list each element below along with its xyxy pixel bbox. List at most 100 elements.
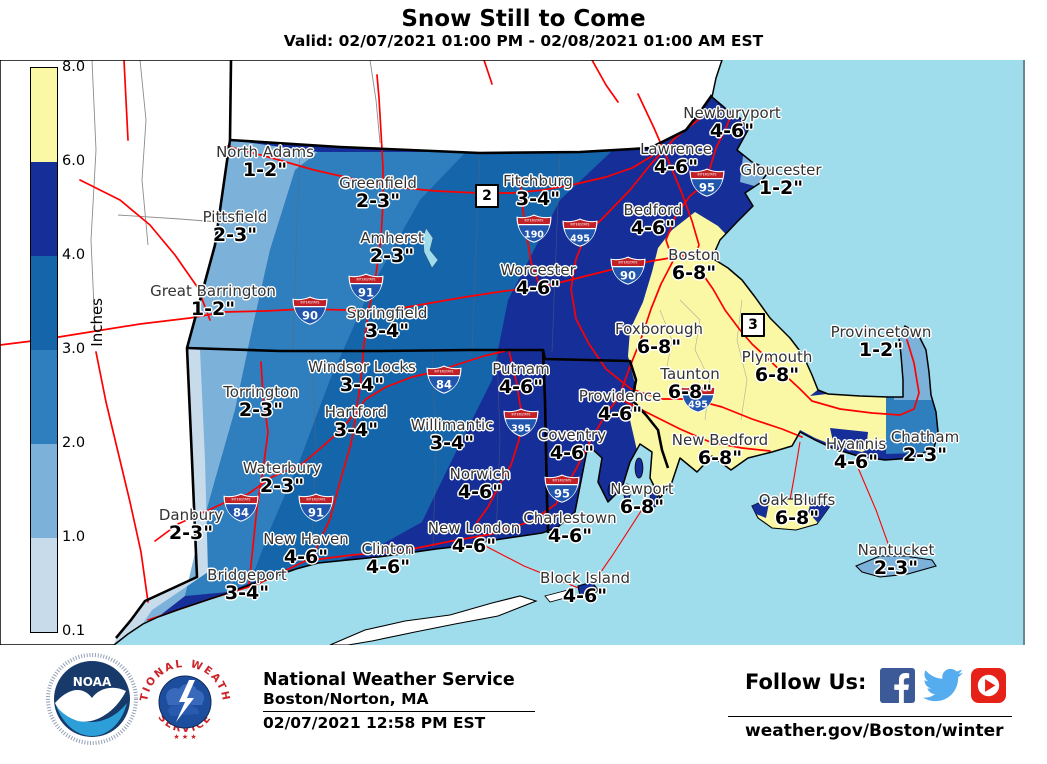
city-name: Gloucester — [740, 161, 822, 179]
city-label-clinton: Clinton 4-6" — [362, 542, 415, 577]
snow-amount: 6-8" — [667, 381, 713, 403]
twitter-icon — [922, 668, 964, 702]
snow-amount: 3-4" — [364, 320, 410, 342]
snow-amount: 4-6" — [549, 442, 595, 464]
svg-text:INTERSTATE: INTERSTATE — [356, 278, 375, 282]
agency-name: National Weather Service — [263, 670, 515, 690]
interstate-shield-495: INTERSTATE 495 — [679, 383, 717, 418]
city-name: Block Island — [540, 569, 630, 587]
route8-road — [248, 361, 269, 585]
svg-text:INTERSTATE: INTERSTATE — [434, 370, 453, 374]
mv-east-edge — [808, 499, 830, 523]
interstate-shield-84: INTERSTATE 84 — [222, 492, 260, 527]
long-island — [329, 595, 538, 645]
city-label-greenfield: Greenfield 2-3" — [339, 176, 417, 211]
snow-amount: 2-3" — [355, 190, 401, 212]
city-label-new-bedford: New Bedford 6-8" — [672, 433, 768, 468]
band-6-8 — [628, 212, 888, 500]
snow-amount: 2-3" — [259, 475, 305, 497]
city-label-taunton: Taunton 6-8" — [660, 367, 719, 402]
colorbar-tick: 4.0 — [62, 247, 86, 263]
city-label-lawrence: Lawrence 4-6" — [640, 142, 712, 177]
band-01-1 — [114, 348, 208, 645]
quabbin-reservoir — [422, 227, 439, 269]
snow-amount: 3-4" — [224, 582, 270, 604]
snow-amount: 6-8" — [619, 496, 665, 518]
snow-amount: 4-6" — [653, 156, 699, 178]
city-label-providence: Providence 4-6" — [579, 389, 662, 424]
city-name: Charlestown — [523, 509, 617, 527]
city-label-block-island: Block Island 4-6" — [540, 571, 630, 606]
city-name: Fitchburg — [503, 172, 573, 190]
svg-text:INTERSTATE: INTERSTATE — [306, 498, 325, 502]
city-label-putnam: Putnam 4-6" — [492, 362, 549, 397]
city-label-gloucester: Gloucester 1-2" — [740, 163, 821, 198]
interstate-shield-91: INTERSTATE 91 — [347, 272, 385, 307]
header: Snow Still to Come Valid: 02/07/2021 01:… — [0, 0, 1047, 50]
border-ct-ri — [541, 349, 550, 534]
colorbar-segment-6.0-8.0 — [31, 68, 57, 162]
page-title: Snow Still to Come — [401, 6, 646, 32]
city-name: Boston — [668, 246, 720, 264]
nantucket-island — [855, 555, 937, 578]
snow-amount: 4-6" — [283, 546, 329, 568]
snow-amount: 4-6" — [709, 120, 755, 142]
i93-road — [637, 93, 700, 259]
interstate-shield-84: INTERSTATE 84 — [425, 364, 463, 399]
islands — [329, 497, 937, 645]
snow-amount: 1-2" — [190, 298, 236, 320]
city-name: Nantucket — [857, 541, 935, 559]
snow-amount: 2-3" — [369, 245, 415, 267]
svg-text:91: 91 — [358, 286, 374, 300]
band-2-3 — [185, 152, 466, 596]
svg-text:95: 95 — [699, 181, 715, 195]
city-name: Hyannis — [825, 435, 887, 453]
interstate-shield-91: INTERSTATE 91 — [297, 492, 335, 527]
city-name: Oak Bluffs — [758, 491, 836, 509]
city-label-danbury: Danbury 2-3" — [159, 508, 223, 543]
svg-text:91: 91 — [308, 506, 324, 520]
mv-west-tip — [752, 498, 770, 518]
i195-road — [619, 398, 771, 452]
snow-amount: 1-2" — [858, 339, 904, 361]
colorbar-tick: 3.0 — [62, 341, 86, 357]
city-name: Plymouth — [741, 348, 813, 366]
social-icons — [880, 667, 1006, 704]
noaa-logo: NOAA — [46, 653, 138, 745]
svg-text:INTERSTATE: INTERSTATE — [552, 479, 571, 483]
city-label-charlestown: Charlestown 4-6" — [523, 511, 616, 546]
colorbar-tick: 0.1 — [62, 623, 86, 639]
colorbar-segment-4.0-6.0 — [31, 162, 57, 256]
interstate-shield-395: INTERSTATE 395 — [502, 407, 540, 442]
valid-time-range: Valid: 02/07/2021 01:00 PM - 02/08/2021 … — [283, 32, 764, 50]
snow-amount: 4-6" — [597, 403, 643, 425]
colorbar-segment-3.0-4.0 — [31, 256, 57, 350]
band-hyannis-4-6 — [830, 428, 868, 450]
svg-text:395: 395 — [511, 424, 531, 435]
i395-road — [471, 350, 522, 535]
colorbar-tick: 8.0 — [62, 59, 86, 75]
city-label-bedford: Bedford 4-6" — [624, 203, 683, 238]
city-label-willimantic: Willimantic 3-4" — [411, 418, 494, 453]
city-name: Amherst — [360, 229, 424, 247]
interstate-shield-95: INTERSTATE 95 — [688, 167, 726, 202]
city-label-coventry: Coventry 4-6" — [538, 428, 606, 463]
svg-text:INTERSTATE: INTERSTATE — [511, 413, 530, 417]
interstate-shield-95: INTERSTATE 95 — [543, 473, 581, 508]
issuing-office-block: National Weather Service Boston/Norton, … — [263, 670, 535, 732]
city-name: Bridgeport — [207, 566, 287, 584]
city-label-bridgeport: Bridgeport 3-4" — [207, 568, 287, 603]
snow-amount: 6-8" — [754, 364, 800, 386]
interstate-shield-90: INTERSTATE 90 — [609, 255, 647, 290]
colorbar-segment-0.1-1.0 — [31, 538, 57, 632]
city-name: New Haven — [263, 530, 349, 548]
snow-amount: 2-3" — [238, 399, 284, 421]
nh-road-b — [483, 60, 493, 85]
footer: NOAA NATIONAL WEATHER SERVICE ★ ★ ★ Nati… — [0, 645, 1047, 764]
svg-text:INTERSTATE: INTERSTATE — [570, 223, 589, 227]
svg-text:90: 90 — [302, 309, 318, 323]
snow-amount: 3-4" — [429, 432, 475, 454]
nws-stars: ★ ★ ★ — [173, 733, 196, 741]
bay-islands — [607, 457, 659, 508]
